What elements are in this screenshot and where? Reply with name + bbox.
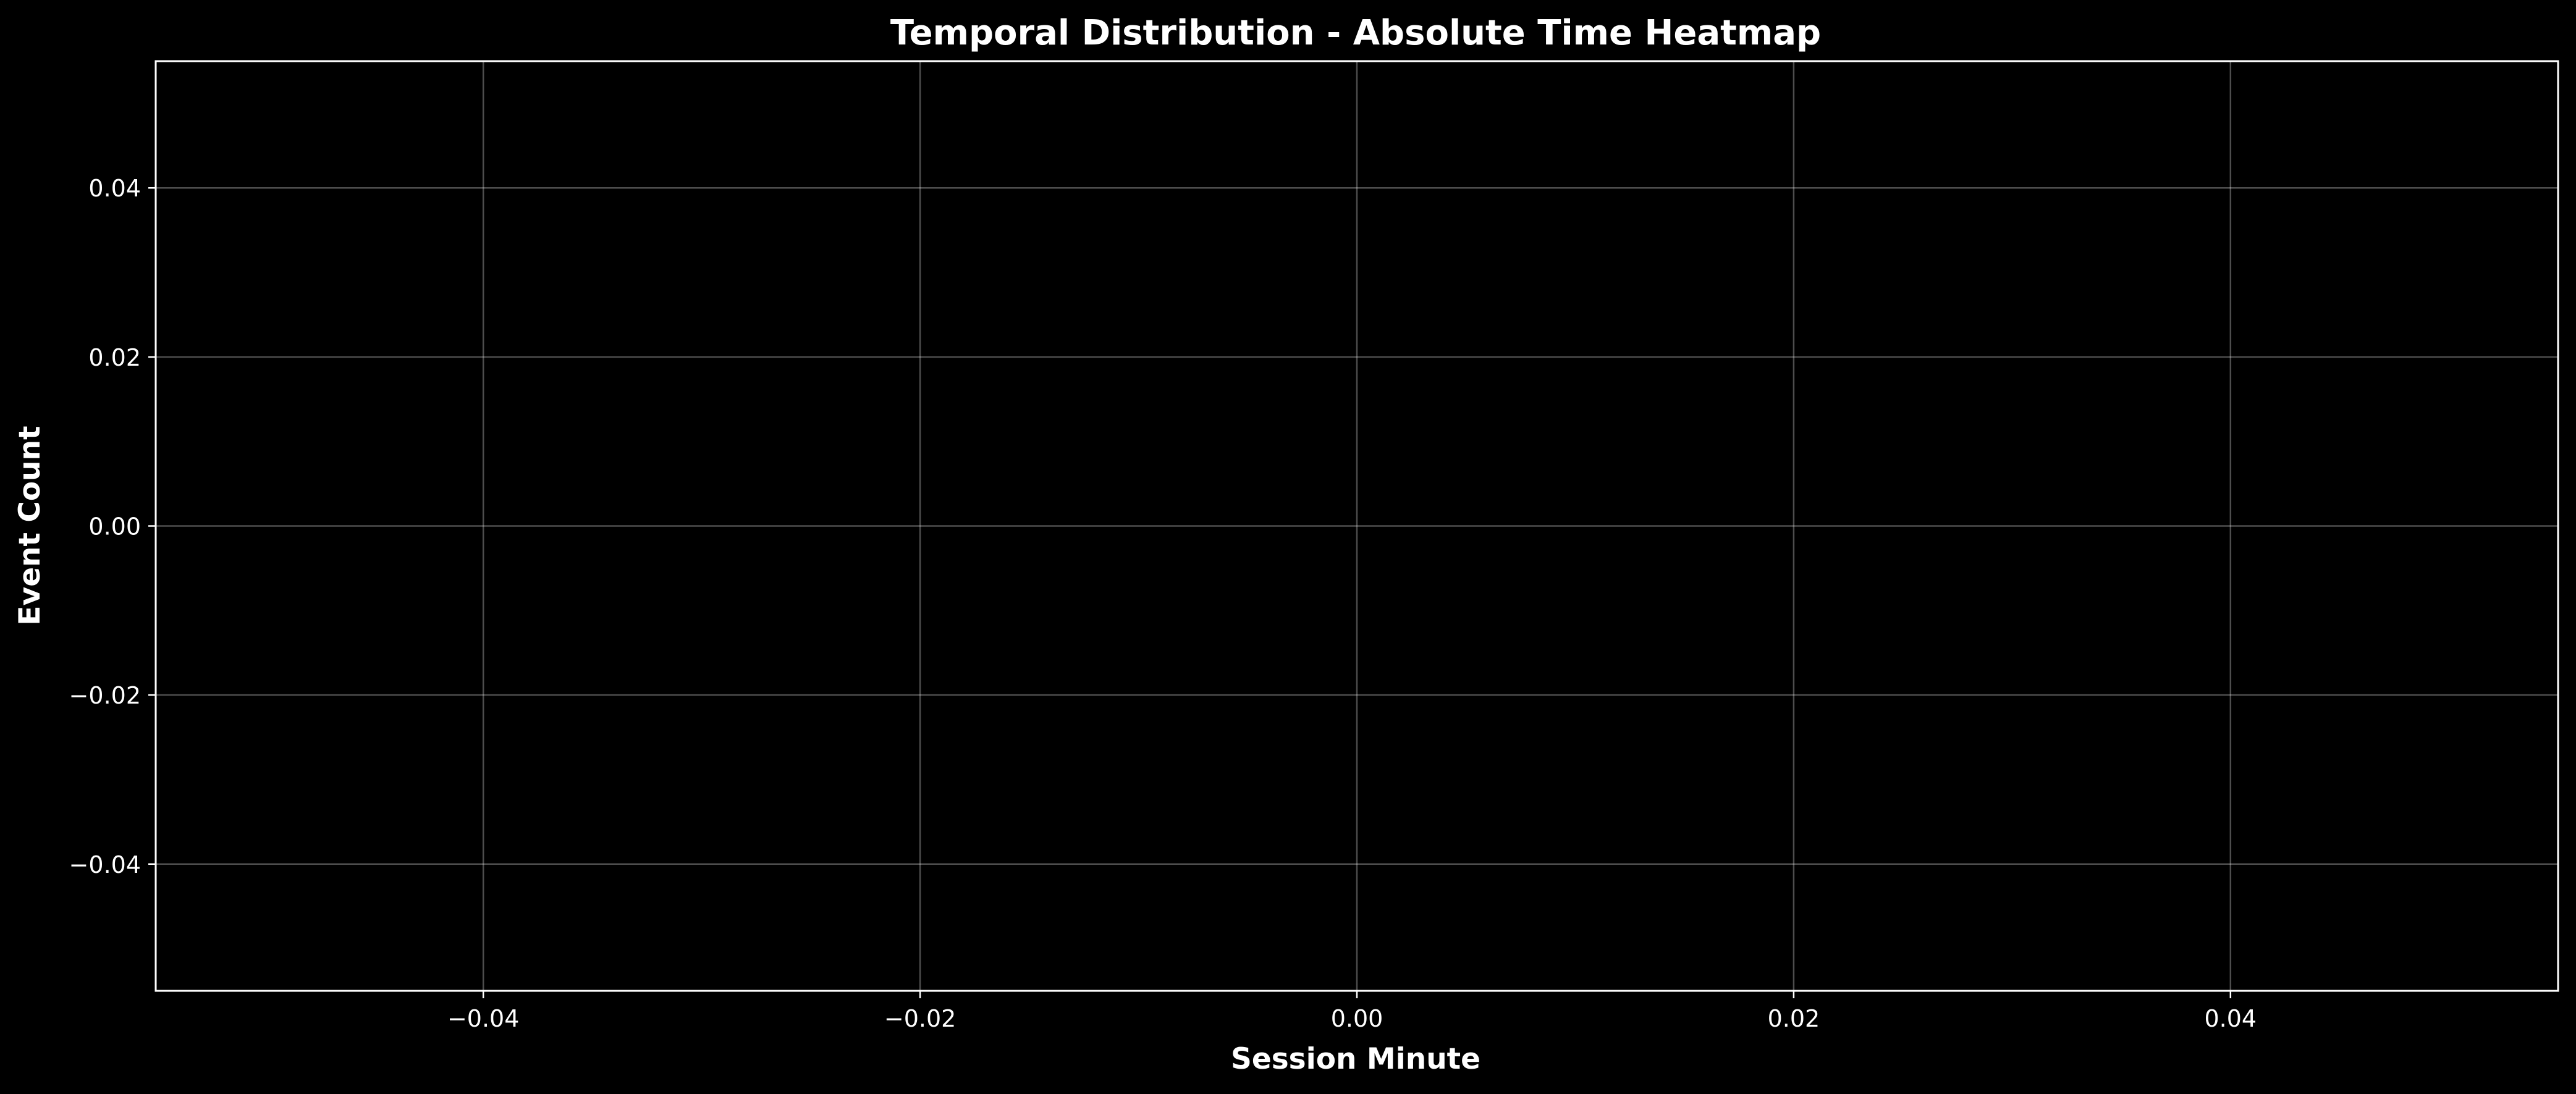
y-tick-label: 0.04 — [88, 175, 141, 202]
x-tick-label: 0.02 — [1768, 1005, 1820, 1032]
x-tick-label: −0.02 — [884, 1005, 956, 1032]
x-tick-label: 0.00 — [1331, 1005, 1383, 1032]
x-axis-label: Session Minute — [1231, 1042, 1480, 1076]
y-tick-label: −0.02 — [69, 682, 141, 709]
x-tick-label: −0.04 — [447, 1005, 519, 1032]
grid-lines — [156, 61, 2558, 991]
y-axis-label: Event Count — [13, 426, 47, 625]
axis-ticks: −0.04 −0.02 0.00 0.02 0.04 −0.04 −0.02 0.00 0.02… — [69, 175, 2257, 1032]
y-tick-label: −0.04 — [69, 851, 141, 878]
plot-area — [154, 60, 2559, 992]
y-tick-label: 0.00 — [88, 513, 141, 541]
x-tick-label: 0.04 — [2205, 1005, 2257, 1032]
chart-title: Temporal Distribution - Absolute Time He… — [890, 13, 1821, 53]
y-tick-label: 0.02 — [88, 344, 141, 371]
